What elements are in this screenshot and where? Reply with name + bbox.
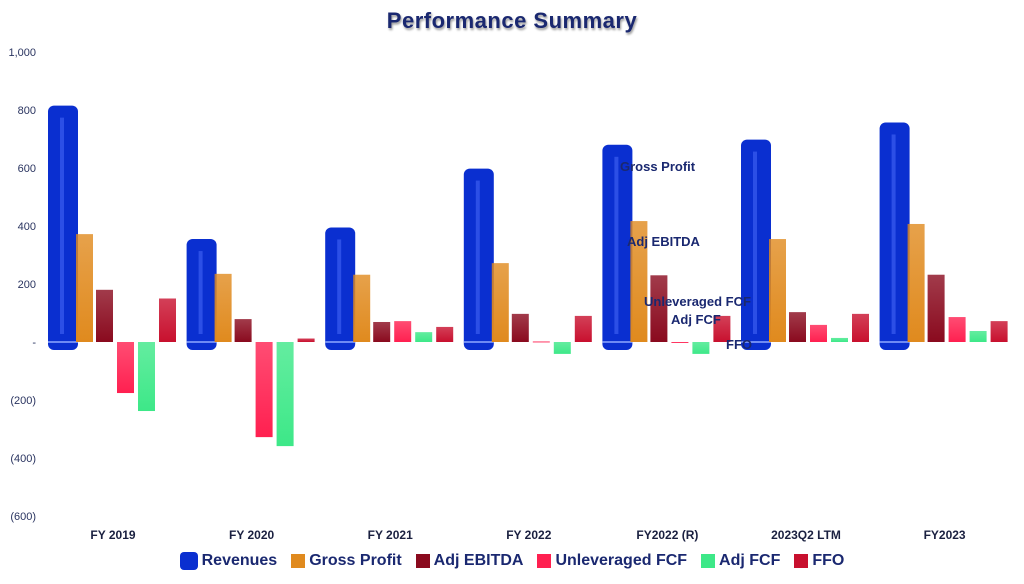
legend-item: Gross Profit (291, 552, 402, 570)
bar-gross-profit (769, 239, 786, 342)
y-tick-label: - (32, 337, 36, 349)
bar-ffo (574, 315, 592, 342)
bar-highlight (614, 156, 619, 334)
bar-adj-ebitda (373, 321, 391, 342)
x-tick-label: FY 2022 (506, 528, 551, 542)
legend-label: Gross Profit (309, 552, 402, 569)
bar-adj-ebitda (234, 319, 252, 342)
bar-unleveraged-fcf (671, 342, 689, 343)
legend-item: FFO (794, 552, 844, 570)
legend: Revenues Gross Profit Adj EBITDA Unleverage… (0, 552, 1024, 570)
bar-adj-fcf (969, 330, 987, 342)
x-tick-label: FY2023 (924, 528, 966, 542)
annotation-label: Adj EBITDA (627, 234, 701, 249)
bar-gross-profit (214, 273, 232, 342)
bar-adj-ebitda (927, 274, 945, 342)
bar-ffo (713, 315, 731, 342)
bar-unleveraged-fcf (810, 324, 827, 342)
legend-label: Revenues (201, 552, 278, 569)
legend-label: FFO (812, 552, 845, 569)
bar-unleveraged-fcf (117, 342, 134, 394)
bar-ffo (297, 338, 315, 342)
y-tick-label: 600 (18, 163, 36, 175)
bar-unleveraged-fcf (255, 342, 273, 438)
annotation-label: FFO (726, 337, 752, 352)
bar-adj-ebitda (511, 313, 529, 342)
bar-gross-profit (630, 221, 648, 342)
bar-adj-fcf (415, 332, 433, 342)
bar-unleveraged-fcf (394, 321, 412, 342)
bar-adj-ebitda (96, 289, 113, 342)
bar-highlight (475, 180, 480, 334)
bar-highlight (753, 151, 757, 334)
legend-item: Adj EBITDA (415, 552, 524, 570)
chart-title: Performance Summary (386, 8, 638, 33)
bar-highlight (891, 134, 896, 334)
bar-gross-profit (353, 274, 371, 342)
annotation-label: Adj FCF (671, 312, 721, 327)
x-tick-label: FY 2019 (90, 528, 135, 542)
legend-label: Adj EBITDA (433, 552, 524, 569)
bar-adj-ebitda (789, 312, 806, 342)
bar-gross-profit (491, 263, 509, 342)
legend-label: Adj FCF (719, 552, 781, 569)
bar-highlight (60, 117, 64, 335)
y-tick-label: (200) (10, 395, 36, 407)
bar-ffo (436, 326, 454, 342)
legend-swatch (415, 554, 430, 568)
bar-unleveraged-fcf (532, 341, 550, 343)
bar-highlight (337, 239, 342, 334)
annotation-label: Unleveraged FCF (644, 294, 751, 309)
y-tick-label: (600) (10, 511, 36, 523)
legend-item: Unleveraged FCF (537, 552, 687, 570)
bar-ffo (159, 298, 176, 342)
y-tick-label: (400) (10, 453, 36, 465)
legend-item: Adj FCF (701, 552, 780, 570)
bar-adj-fcf (831, 337, 848, 342)
bar-unleveraged-fcf (948, 317, 966, 342)
legend-label: Unleveraged FCF (555, 552, 688, 569)
legend-swatch (537, 554, 552, 568)
x-tick-label: FY2022 (R) (636, 528, 698, 542)
bar-ffo (852, 313, 869, 342)
y-tick-label: 200 (18, 279, 36, 291)
bar-adj-fcf (138, 342, 155, 412)
bar-gross-profit (907, 223, 925, 342)
bar-adj-fcf (692, 342, 710, 354)
x-tick-label: FY 2020 (229, 528, 274, 542)
bar-adj-ebitda (650, 275, 668, 342)
bar-ffo (990, 321, 1008, 342)
x-tick-label: FY 2021 (368, 528, 413, 542)
y-tick-label: 400 (18, 221, 36, 233)
annotation-label: Gross Profit (620, 159, 696, 174)
legend-swatch (701, 554, 716, 568)
bar-highlight (198, 251, 203, 334)
x-tick-label: 2023Q2 LTM (771, 528, 841, 542)
legend-swatch (794, 554, 809, 568)
legend-swatch (291, 554, 306, 568)
y-tick-label: 800 (18, 105, 36, 117)
bar-adj-fcf (276, 342, 294, 447)
bar-gross-profit (76, 234, 93, 342)
legend-swatch (179, 552, 198, 570)
bar-adj-fcf (553, 342, 571, 354)
legend-item: Revenues (179, 552, 278, 570)
y-tick-label: 1,000 (8, 47, 36, 59)
